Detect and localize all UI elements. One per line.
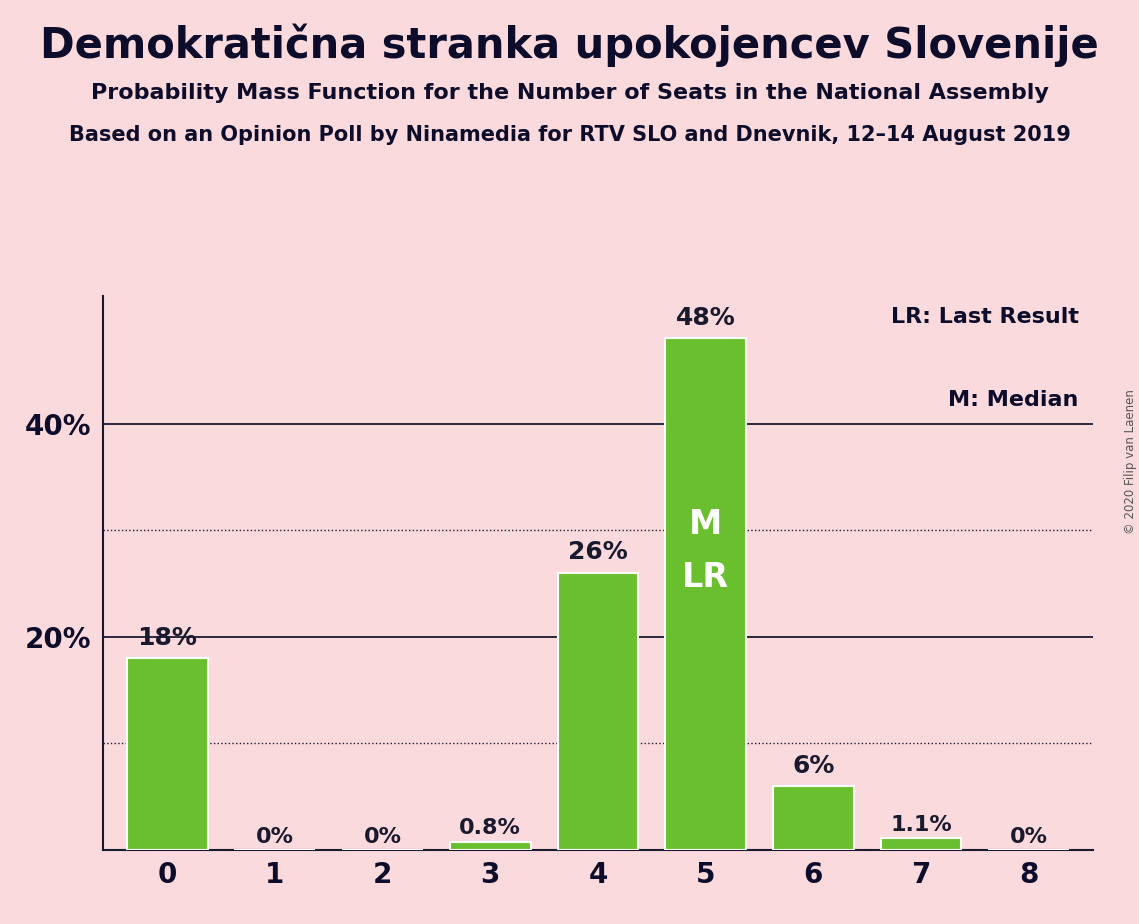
Bar (773, 786, 854, 850)
Text: 48%: 48% (675, 306, 736, 330)
Text: 0%: 0% (1010, 827, 1048, 847)
Bar (558, 573, 638, 850)
Text: LR: Last Result: LR: Last Result (891, 307, 1079, 327)
Text: 0.8%: 0.8% (459, 819, 522, 838)
Text: 18%: 18% (137, 626, 197, 650)
Text: 0%: 0% (256, 827, 294, 847)
Bar (665, 338, 746, 850)
Text: LR: LR (682, 561, 729, 594)
Text: Demokratična stranka upokojencev Slovenije: Demokratična stranka upokojencev Sloveni… (40, 23, 1099, 67)
Text: © 2020 Filip van Laenen: © 2020 Filip van Laenen (1124, 390, 1137, 534)
Text: M: M (689, 508, 722, 541)
Bar (126, 658, 207, 850)
Text: 6%: 6% (793, 754, 835, 778)
Text: M: Median: M: Median (948, 390, 1079, 410)
Text: Probability Mass Function for the Number of Seats in the National Assembly: Probability Mass Function for the Number… (91, 83, 1048, 103)
Text: 0%: 0% (363, 827, 402, 847)
Bar (880, 838, 961, 850)
Text: 26%: 26% (568, 541, 628, 565)
Text: Based on an Opinion Poll by Ninamedia for RTV SLO and Dnevnik, 12–14 August 2019: Based on an Opinion Poll by Ninamedia fo… (68, 125, 1071, 145)
Bar (450, 842, 531, 850)
Text: 1.1%: 1.1% (891, 815, 952, 835)
